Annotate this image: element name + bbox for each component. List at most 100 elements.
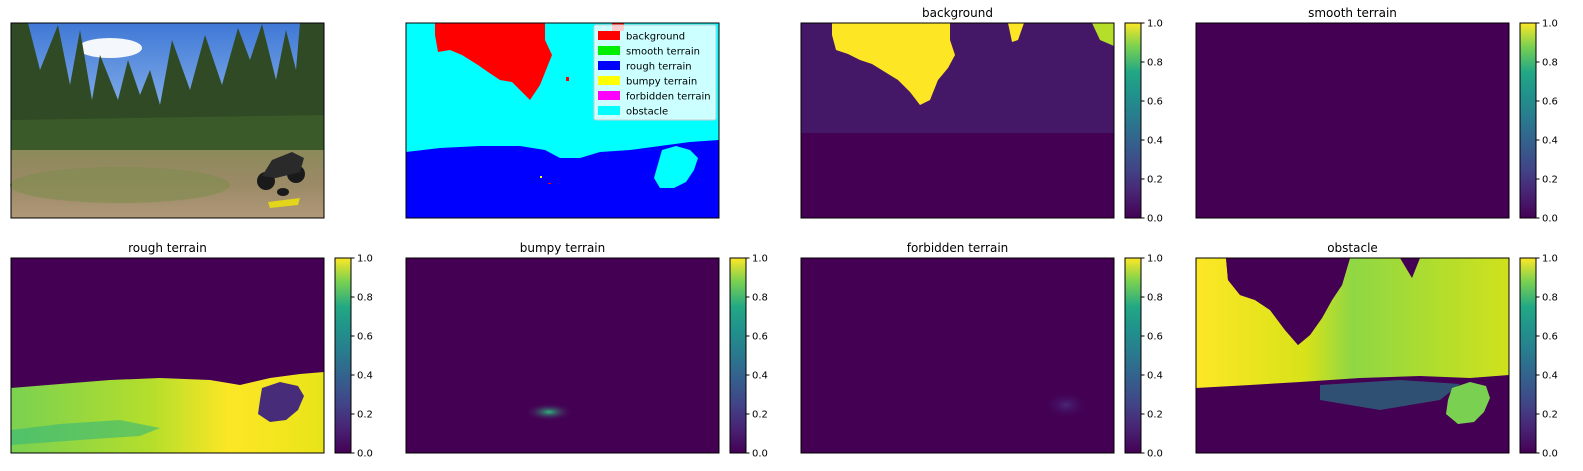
colorbar-tick-label: 0.8: [1542, 293, 1558, 304]
colorbar-gradient: [1519, 22, 1537, 219]
mask-panel: background smooth terrain rough terrain bum…: [405, 22, 720, 219]
heatmap-forbidden-frame: [800, 257, 1115, 454]
colorbar-gradient: [1124, 257, 1142, 454]
colorbar-gradient: [334, 257, 352, 454]
colorbar-tick-label: 1.0: [1542, 254, 1558, 265]
photo-cloud: [78, 38, 142, 58]
heatmap-bg-frame: [800, 22, 1115, 219]
panel-title: smooth terrain: [1308, 6, 1397, 20]
colorbar: 0.0 0.2 0.4 0.6 0.8 1.0: [334, 254, 373, 460]
panel-title: obstacle: [1327, 241, 1378, 255]
colorbar: 0.0 0.2 0.4 0.6 0.8 1.0: [729, 254, 768, 460]
colorbar-tick-label: 0.0: [1147, 449, 1163, 460]
legend-swatch-background: [598, 31, 620, 40]
legend-label: smooth terrain: [626, 47, 700, 58]
panel-titles: background smooth terrain rough terrain bum…: [128, 6, 1397, 255]
colorbar-tick-label: 0.6: [1542, 332, 1558, 343]
legend-box: [593, 24, 717, 121]
colorbar: 0.0 0.2 0.4 0.6 0.8 1.0: [1519, 19, 1558, 225]
colorbar-gradient: [1124, 22, 1142, 219]
photo-yellow-bag: [268, 198, 300, 208]
heatmap-obstacle-bush: [1446, 382, 1490, 424]
colorbar-tick-label: 1.0: [357, 254, 373, 265]
panel-title: bumpy terrain: [520, 241, 605, 255]
colorbar-tick-label: 0.8: [752, 293, 768, 304]
legend-label: rough terrain: [626, 62, 692, 73]
heatmap-smooth-frame: [1195, 22, 1510, 219]
colorbar-gradient: [1519, 257, 1537, 454]
colorbar-tick-label: 0.4: [1542, 371, 1558, 382]
colorbar-tick-label: 1.0: [1147, 254, 1163, 265]
legend-label: forbidden terrain: [626, 92, 711, 103]
colorbar-tick-label: 0.2: [752, 410, 768, 421]
legend-swatch-smooth-terrain: [598, 46, 620, 55]
photo-frame: [10, 22, 325, 219]
heatmap-bumpy: [405, 257, 720, 454]
heatmap-forbidden-haze: [1044, 391, 1088, 419]
heatmap-bg-hot-corner: [1092, 23, 1114, 46]
panel-title: forbidden terrain: [907, 241, 1009, 255]
legend-label: background: [626, 32, 685, 43]
panel-title: rough terrain: [128, 241, 207, 255]
heatmap-obstacle-hot-region: [1196, 258, 1509, 388]
colorbar-tick-label: 0.2: [357, 410, 373, 421]
heatmap-bumpy-fill: [406, 258, 719, 453]
heatmap-bg-hot-region: [832, 23, 955, 105]
colorbar-tick-label: 0.0: [752, 449, 768, 460]
legend: background smooth terrain rough terrain bum…: [593, 24, 717, 121]
heatmap-rough: [10, 257, 325, 454]
legend-swatch-bumpy-terrain: [598, 76, 620, 85]
colorbar-tick-label: 0.4: [1542, 136, 1558, 147]
heatmap-smooth: [1195, 22, 1510, 219]
heatmap-bumpy-blob: [525, 403, 573, 421]
colorbars: 0.0 0.2 0.4 0.6 0.8 1.0 0.0 0.2 0.4 0.6 0.8 1.0 0.0 0…: [334, 19, 1558, 460]
heatmap-obstacle-cool-notch: [1400, 258, 1420, 278]
photo-motorcycle: [257, 152, 305, 196]
colorbar-tick-label: 0.6: [357, 332, 373, 343]
colorbar-tick-label: 0.6: [1147, 97, 1163, 108]
legend-label: bumpy terrain: [626, 77, 697, 88]
colorbar-gradient: [729, 257, 747, 454]
colorbar-tick-label: 1.0: [1542, 19, 1558, 30]
legend-label: obstacle: [626, 107, 668, 118]
colorbar-tick-label: 0.0: [1542, 449, 1558, 460]
colorbar-tick-label: 0.8: [357, 293, 373, 304]
heatmap-rough-frame: [10, 257, 325, 454]
colorbar-tick-label: 0.8: [1147, 293, 1163, 304]
heatmap-obstacle-mid-band: [1320, 380, 1460, 410]
colorbar: 0.0 0.2 0.4 0.6 0.8 1.0: [1124, 254, 1163, 460]
colorbar: 0.0 0.2 0.4 0.6 0.8 1.0: [1519, 254, 1558, 460]
heatmap-background: [800, 22, 1115, 219]
colorbar-tick-label: 0.4: [752, 371, 768, 382]
legend-swatch-forbidden-terrain: [598, 91, 620, 100]
mask-speck-1: [540, 176, 542, 178]
colorbar-tick-label: 0.4: [1147, 136, 1163, 147]
heatmap-forbidden-fill: [801, 258, 1114, 453]
colorbar-tick-label: 0.0: [357, 449, 373, 460]
heatmap-rough-cool-streak: [11, 420, 160, 445]
mask-obstacle-bush: [654, 146, 698, 188]
colorbar-tick-label: 0.6: [1542, 97, 1558, 108]
colorbar-tick-label: 0.8: [1542, 58, 1558, 69]
mask-frame: [405, 22, 720, 219]
colorbar: 0.0 0.2 0.4 0.6 0.8 1.0: [1124, 19, 1163, 225]
photo-panel: [10, 22, 325, 219]
mask-background-speck: [566, 77, 569, 81]
legend-swatch-rough-terrain: [598, 61, 620, 70]
mask-background-region: [435, 23, 552, 100]
heatmap-bumpy-frame: [405, 257, 720, 454]
mask-rough-region: [406, 140, 719, 218]
heatmap-smooth-fill: [1196, 23, 1509, 218]
colorbar-tick-label: 0.0: [1542, 214, 1558, 225]
heatmap-obstacle: [1195, 257, 1510, 454]
legend-swatch-obstacle: [598, 106, 620, 115]
colorbar-tick-label: 0.0: [1147, 214, 1163, 225]
heatmap-bg-hot-top-right: [1008, 23, 1024, 42]
colorbar-tick-label: 0.2: [1147, 410, 1163, 421]
colorbar-tick-label: 0.4: [1147, 371, 1163, 382]
panel-title: background: [922, 6, 993, 20]
heatmap-obstacle-cool-top: [1226, 258, 1350, 345]
photo-ground-grass: [10, 167, 230, 203]
colorbar-tick-label: 1.0: [1147, 19, 1163, 30]
